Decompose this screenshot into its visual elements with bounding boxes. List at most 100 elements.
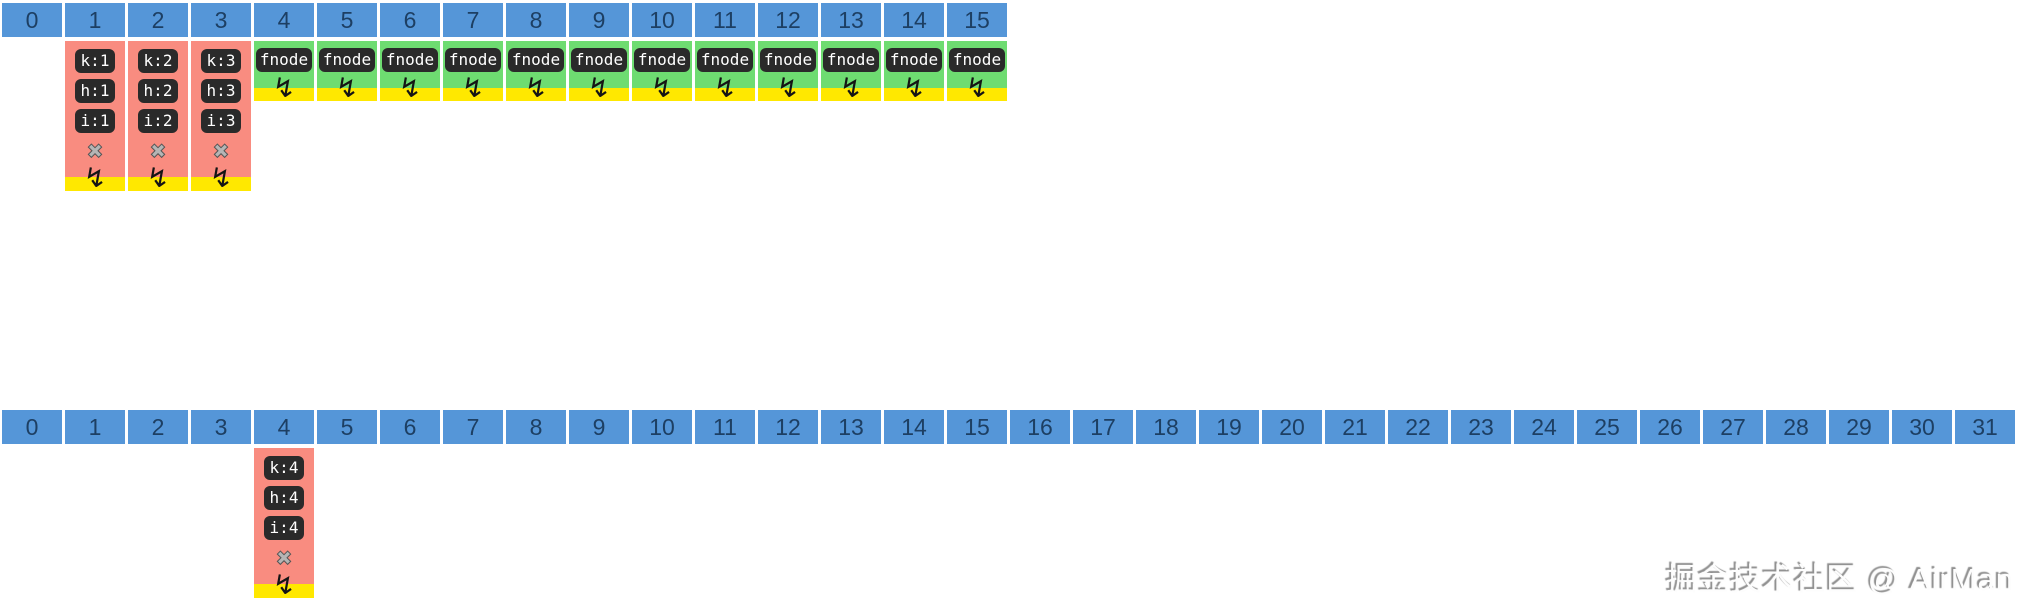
highlight-strip bbox=[191, 177, 251, 191]
array-cell-19: 19 bbox=[1199, 410, 1259, 444]
bucket-slot-8 bbox=[506, 448, 566, 598]
bucket-slot-17 bbox=[1073, 448, 1133, 598]
bucket-slot-24 bbox=[1514, 448, 1574, 598]
array-cell-31: 31 bbox=[1955, 410, 2015, 444]
bucket-slot-7 bbox=[443, 448, 503, 598]
array-cell-5: 5 bbox=[317, 410, 377, 444]
node-badge: fnode bbox=[885, 48, 943, 72]
array-cell-15: 15 bbox=[947, 3, 1007, 37]
node-badge: i:3 bbox=[200, 109, 242, 133]
new-table-index-row: 0 1 2 3 4 5 6 7 8 9 10 11 12 13 14 15 16 17 18 19 20 21 22 23 24… bbox=[2, 410, 2018, 444]
node-badge: fnode bbox=[507, 48, 565, 72]
delete-x-icon: ✖ bbox=[149, 141, 167, 164]
bucket-slot-12 bbox=[758, 448, 818, 598]
array-cell-22: 22 bbox=[1388, 410, 1448, 444]
array-cell-9: 9 bbox=[569, 3, 629, 37]
bucket-slot-23 bbox=[1451, 448, 1511, 598]
array-cell-29: 29 bbox=[1829, 410, 1889, 444]
array-cell-21: 21 bbox=[1325, 410, 1385, 444]
bucket-slot-4: k:4 h:4 i:4 ✖ ↯ bbox=[254, 448, 314, 599]
bucket-slot-5: fnode ↯ bbox=[317, 41, 377, 191]
highlight-strip bbox=[884, 88, 944, 101]
lightning-icon: ↯ bbox=[209, 163, 233, 193]
array-cell-5: 5 bbox=[317, 3, 377, 37]
array-cell-8: 8 bbox=[506, 410, 566, 444]
highlight-strip bbox=[569, 88, 629, 101]
highlight-strip bbox=[317, 88, 377, 101]
array-cell-13: 13 bbox=[821, 3, 881, 37]
bucket-slot-12: fnode ↯ bbox=[758, 41, 818, 191]
array-cell-27: 27 bbox=[1703, 410, 1763, 444]
array-cell-14: 14 bbox=[884, 410, 944, 444]
highlight-strip bbox=[506, 88, 566, 101]
fnode-bucket: fnode ↯ bbox=[695, 41, 755, 102]
lightning-icon: ↯ bbox=[524, 73, 548, 103]
bucket-slot-6: fnode ↯ bbox=[380, 41, 440, 191]
array-cell-12: 12 bbox=[758, 410, 818, 444]
node-badge: i:1 bbox=[74, 109, 116, 133]
fnode-bucket: fnode ↯ bbox=[947, 41, 1007, 102]
delete-x-icon: ✖ bbox=[86, 141, 104, 164]
node-badge: fnode bbox=[822, 48, 880, 72]
lightning-icon: ↯ bbox=[839, 73, 863, 103]
array-cell-4: 4 bbox=[254, 3, 314, 37]
bucket-slot-20 bbox=[1262, 448, 1322, 598]
highlight-strip bbox=[380, 88, 440, 101]
bucket-slot-13: fnode ↯ bbox=[821, 41, 881, 191]
bucket-slot-5 bbox=[317, 448, 377, 598]
highlight-strip bbox=[443, 88, 503, 101]
array-cell-25: 25 bbox=[1577, 410, 1637, 444]
array-cell-11: 11 bbox=[695, 410, 755, 444]
array-cell-9: 9 bbox=[569, 410, 629, 444]
array-cell-3: 3 bbox=[191, 3, 251, 37]
bucket-slot-8: fnode ↯ bbox=[506, 41, 566, 191]
old-table-bucket-row: k:1 h:1 i:1 ✖ ↯ k:2 h:2 i:2 ✖ ↯ k:3 h:3 i:3 ✖ ↯ fnode ↯ f… bbox=[2, 41, 1010, 193]
bucket-slot-0 bbox=[2, 41, 62, 191]
fnode-bucket: fnode ↯ bbox=[506, 41, 566, 103]
fnode-bucket: fnode ↯ bbox=[569, 41, 629, 102]
bucket-slot-1 bbox=[65, 448, 125, 598]
bucket-slot-22 bbox=[1388, 448, 1448, 598]
fnode-bucket: fnode ↯ bbox=[443, 41, 503, 102]
highlight-strip bbox=[758, 88, 818, 101]
fnode-bucket: fnode ↯ bbox=[884, 41, 944, 102]
array-cell-24: 24 bbox=[1514, 410, 1574, 444]
node-badge: h:1 bbox=[74, 79, 116, 103]
array-cell-6: 6 bbox=[380, 3, 440, 37]
bucket-slot-15 bbox=[947, 448, 1007, 598]
highlight-strip bbox=[947, 88, 1007, 101]
array-cell-14: 14 bbox=[884, 3, 944, 37]
array-cell-3: 3 bbox=[191, 410, 251, 444]
node-badge: k:3 bbox=[200, 49, 242, 73]
node-badge: h:4 bbox=[263, 486, 305, 510]
bucket-slot-6 bbox=[380, 448, 440, 598]
entry-bucket: k:4 h:4 i:4 ✖ ↯ bbox=[254, 448, 314, 599]
entry-bucket: k:3 h:3 i:3 ✖ ↯ bbox=[191, 41, 251, 193]
bucket-slot-16 bbox=[1010, 448, 1070, 598]
highlight-strip bbox=[695, 88, 755, 101]
entry-bucket: k:2 h:2 i:2 ✖ ↯ bbox=[128, 41, 188, 193]
node-badge: fnode bbox=[444, 48, 502, 72]
node-badge: k:4 bbox=[263, 456, 305, 480]
node-badge: k:2 bbox=[137, 49, 179, 73]
array-cell-10: 10 bbox=[632, 410, 692, 444]
lightning-icon: ↯ bbox=[146, 163, 170, 193]
lightning-icon: ↯ bbox=[650, 73, 674, 103]
node-badge: fnode bbox=[696, 48, 754, 72]
node-badge: h:2 bbox=[137, 79, 179, 103]
bucket-slot-11 bbox=[695, 448, 755, 598]
array-cell-15: 15 bbox=[947, 410, 1007, 444]
node-badge: fnode bbox=[381, 48, 439, 72]
bucket-slot-18 bbox=[1136, 448, 1196, 598]
highlight-strip bbox=[632, 88, 692, 101]
array-cell-0: 0 bbox=[2, 3, 62, 37]
bucket-slot-3 bbox=[191, 448, 251, 598]
fnode-bucket: fnode ↯ bbox=[821, 41, 881, 103]
node-badge: fnode bbox=[759, 48, 817, 72]
bucket-slot-13 bbox=[821, 448, 881, 598]
old-table-array: 0 1 2 3 4 5 6 7 8 9 10 11 12 13 14 15 k:1 h:1 i:1 ✖ ↯ k:2 h:2… bbox=[2, 3, 1010, 193]
node-badge: k:1 bbox=[74, 49, 116, 73]
bucket-slot-7: fnode ↯ bbox=[443, 41, 503, 191]
node-badge: i:4 bbox=[263, 516, 305, 540]
